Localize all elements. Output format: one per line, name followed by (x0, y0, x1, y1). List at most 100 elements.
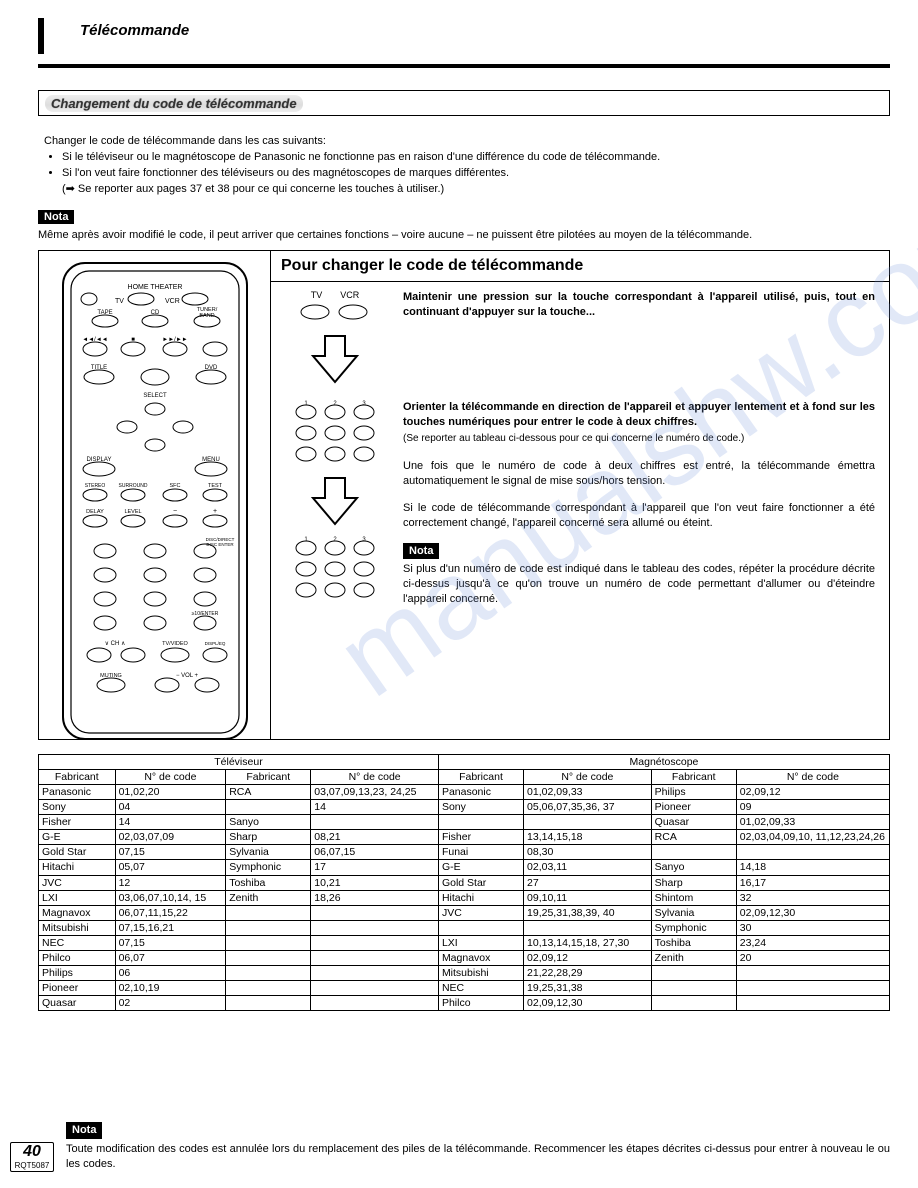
table-cell: NEC (438, 980, 523, 995)
svg-text:■: ■ (131, 337, 135, 343)
table-cell: Hitachi (39, 860, 116, 875)
vcr-label: VCR (340, 290, 359, 300)
down-arrow-icon (307, 474, 363, 530)
table-cell: 07,15 (115, 845, 226, 860)
table-cell: Sylvania (651, 905, 736, 920)
table-cell: 13,14,15,18 (524, 830, 652, 845)
table-cell: Mitsubishi (39, 920, 116, 935)
remote-svg: HOME THEATER TV VCR TAPE CD TUNER/BAND ◄… (55, 259, 255, 739)
step-2-p3: Si le code de télécommande correspondant… (403, 501, 875, 531)
svg-text:TEST: TEST (207, 483, 222, 489)
table-row: Fisher14SanyoQuasar01,02,09,33 (39, 815, 890, 830)
svg-text:TAPE: TAPE (97, 310, 112, 316)
table-cell (226, 935, 311, 950)
table-cell (311, 965, 439, 980)
table-cell: Magnavox (39, 905, 116, 920)
table-cell: 06,07,11,15,22 (115, 905, 226, 920)
table-row: Hitachi05,07Symphonic17G-E02,03,11Sanyo1… (39, 860, 890, 875)
footer-text: Toute modification des codes est annulée… (66, 1142, 890, 1172)
intro-lead: Changer le code de télécommande dans les… (44, 134, 890, 150)
table-cell: 18,26 (311, 890, 439, 905)
table-cell: Sony (39, 800, 116, 815)
table-cell: Pioneer (651, 800, 736, 815)
step-2: 123 123 Orienter la télécommande en dire… (271, 392, 889, 611)
table-row: Quasar02Philco02,09,12,30 (39, 996, 890, 1011)
vcr-group-header: Magnétoscope (438, 755, 889, 770)
table-cell: 02,03,11 (524, 860, 652, 875)
changer-title: Pour changer le code de télécommande (271, 251, 889, 282)
table-cell: Toshiba (651, 935, 736, 950)
table-row: Sony0414Sony05,06,07,35,36, 37Pioneer09 (39, 800, 890, 815)
table-cell (438, 815, 523, 830)
table-row: Mitsubishi07,15,16,21Symphonic30 (39, 920, 890, 935)
svg-text:BAND: BAND (199, 313, 214, 319)
svg-text:DISPLAY: DISPLAY (86, 457, 111, 463)
table-cell: Sharp (651, 875, 736, 890)
col-code: N° de code (524, 770, 652, 785)
table-row: JVC12Toshiba10,21Gold Star27Sharp16,17 (39, 875, 890, 890)
nota-badge-footer: Nota (66, 1122, 102, 1139)
table-cell: Quasar (651, 815, 736, 830)
table-cell (226, 950, 311, 965)
table-cell: LXI (438, 935, 523, 950)
intro-bullet-1: Si le téléviseur ou le magnétoscope de P… (62, 150, 890, 166)
table-cell: 02,03,04,09,10, 11,12,23,24,26 (736, 830, 889, 845)
table-cell: 12 (115, 875, 226, 890)
table-cell: 03,07,09,13,23, 24,25 (311, 785, 439, 800)
table-cell: Pioneer (39, 980, 116, 995)
changer-box: HOME THEATER TV VCR TAPE CD TUNER/BAND ◄… (38, 250, 890, 740)
table-cell: Fisher (438, 830, 523, 845)
table-cell: NEC (39, 935, 116, 950)
table-cell: 05,07 (115, 860, 226, 875)
step-2-p2: Une fois que le numéro de code à deux ch… (403, 459, 875, 489)
table-cell: Philco (39, 950, 116, 965)
table-cell: Panasonic (39, 785, 116, 800)
table-cell: Gold Star (39, 845, 116, 860)
table-cell: Panasonic (438, 785, 523, 800)
tv-group-header: Téléviseur (39, 755, 439, 770)
svg-text:DVD: DVD (204, 365, 217, 371)
table-cell: Fisher (39, 815, 116, 830)
keypad-icon: 123 (290, 400, 380, 466)
table-cell: JVC (438, 905, 523, 920)
svg-text:SELECT: SELECT (143, 393, 167, 399)
table-cell: RCA (226, 785, 311, 800)
table-cell: Philips (651, 785, 736, 800)
table-row: G-E02,03,07,09Sharp08,21Fisher13,14,15,1… (39, 830, 890, 845)
table-cell: Sanyo (651, 860, 736, 875)
table-cell: Funai (438, 845, 523, 860)
table-cell: Zenith (651, 950, 736, 965)
table-cell (226, 980, 311, 995)
table-cell: Gold Star (438, 875, 523, 890)
page-number-badge: 40 RQT5087 (10, 1142, 54, 1172)
table-cell: Sylvania (226, 845, 311, 860)
table-cell: 01,02,09,33 (524, 785, 652, 800)
table-cell: 19,25,31,38,39, 40 (524, 905, 652, 920)
table-cell: LXI (39, 890, 116, 905)
svg-text:SFC: SFC (169, 483, 180, 489)
table-cell: 14 (311, 800, 439, 815)
section-banner-title: Changement du code de télécommande (45, 95, 303, 112)
svg-text:TITLE: TITLE (90, 365, 106, 371)
nota-1-text: Même après avoir modifié le code, il peu… (38, 228, 890, 242)
table-cell: 07,15 (115, 935, 226, 950)
remote-illustration: HOME THEATER TV VCR TAPE CD TUNER/BAND ◄… (39, 251, 271, 739)
table-cell (736, 980, 889, 995)
table-cell (226, 965, 311, 980)
table-cell: 01,02,09,33 (736, 815, 889, 830)
down-arrow-icon (307, 332, 363, 388)
table-cell: Philco (438, 996, 523, 1011)
intro-block: Changer le code de télécommande dans les… (44, 134, 890, 198)
table-cell: 02,09,12 (736, 785, 889, 800)
table-cell: 06,07,15 (311, 845, 439, 860)
table-cell: 09,10,11 (524, 890, 652, 905)
table-cell: 30 (736, 920, 889, 935)
step-2-bold: Orienter la télécommande en direction de… (403, 401, 875, 428)
svg-text:SURROUND: SURROUND (118, 483, 147, 489)
table-cell: 32 (736, 890, 889, 905)
table-row: LXI03,06,07,10,14, 15Zenith18,26Hitachi0… (39, 890, 890, 905)
table-cell: G-E (438, 860, 523, 875)
table-cell (651, 980, 736, 995)
svg-text:−: − (172, 508, 176, 515)
svg-text:TV/VIDEO: TV/VIDEO (162, 641, 188, 647)
